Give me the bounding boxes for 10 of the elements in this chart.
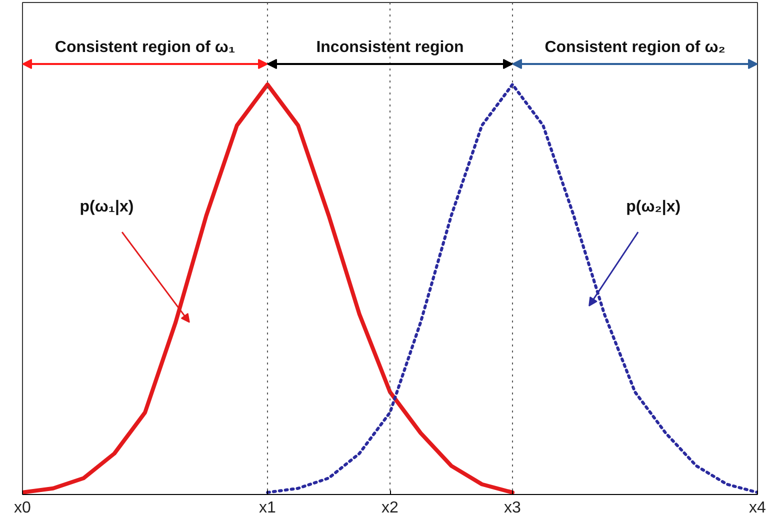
x-tick-label: x2 (382, 500, 399, 516)
x-tick-label: x4 (749, 500, 766, 516)
x-tick-label: x0 (14, 500, 32, 516)
text: Consistent region of ω₁ (54, 38, 236, 56)
x-tick-label: x3 (504, 500, 522, 516)
annotation: p(ω₂|x) (626, 198, 681, 216)
text: Inconsistent region (316, 38, 464, 56)
text: Consistent region of ω₂ (544, 38, 726, 56)
x-tick-label: x1 (259, 500, 276, 516)
annotation: p(ω₁|x) (80, 198, 134, 216)
